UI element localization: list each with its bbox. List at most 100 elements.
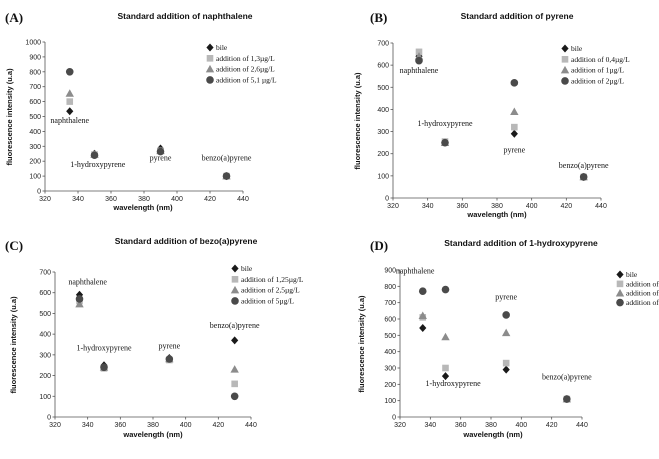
panel-letter: (D) bbox=[370, 238, 388, 253]
y-tick-label: 500 bbox=[39, 311, 51, 318]
point-triangle bbox=[418, 311, 427, 320]
x-tick-label: 340 bbox=[82, 422, 94, 429]
peak-annotation: 1-hydroxypyrene bbox=[417, 119, 473, 128]
legend-diamond-icon bbox=[561, 44, 569, 53]
point-diamond bbox=[66, 107, 74, 116]
y-tick-label: 500 bbox=[384, 333, 396, 340]
point-square bbox=[415, 48, 423, 56]
chart-title: Standard addition of naphthalene bbox=[117, 11, 252, 21]
x-tick-label: 380 bbox=[138, 196, 150, 203]
chart-title: Standard addition of bezo(a)pyrene bbox=[115, 236, 258, 246]
peak-annotation: naphthalene bbox=[400, 66, 439, 75]
y-tick-label: 700 bbox=[384, 300, 396, 307]
peak-annotation: naphthalene bbox=[68, 277, 107, 286]
legend-diamond-icon bbox=[616, 270, 624, 279]
legend-entry: addition of 0,4µg/L bbox=[571, 55, 630, 64]
panel-letter: (B) bbox=[370, 10, 387, 25]
x-tick-label: 360 bbox=[105, 196, 117, 203]
legend-entry: addition of 5,1 µg/L bbox=[216, 75, 277, 84]
y-tick-label: 500 bbox=[29, 114, 41, 121]
peak-annotation: benzo(a)pyrene bbox=[559, 161, 609, 170]
peak-annotation: naphthalene bbox=[396, 266, 435, 275]
point-diamond bbox=[502, 365, 510, 374]
y-tick-label: 600 bbox=[39, 290, 51, 297]
point-diamond bbox=[419, 323, 427, 332]
legend-triangle-icon bbox=[230, 285, 240, 294]
x-tick-label: 440 bbox=[576, 422, 588, 429]
x-tick-label: 400 bbox=[180, 422, 192, 429]
y-tick-label: 100 bbox=[384, 398, 396, 405]
y-tick-label: 400 bbox=[39, 332, 51, 339]
point-circle bbox=[415, 56, 423, 65]
x-axis-label: wavelength (nm) bbox=[462, 430, 523, 439]
point-square bbox=[502, 359, 510, 367]
legend-circle-icon bbox=[616, 298, 624, 307]
peak-annotation: pyrene bbox=[158, 342, 180, 351]
legend-triangle-icon bbox=[615, 289, 625, 297]
point-triangle bbox=[510, 107, 519, 115]
y-tick-label: 400 bbox=[29, 129, 41, 136]
y-tick-label: 600 bbox=[29, 99, 41, 106]
legend-entry: addition of 1µg/L bbox=[571, 66, 624, 75]
peak-annotation: pyrene bbox=[150, 153, 172, 162]
legend-circle-icon bbox=[206, 76, 214, 84]
peak-annotation: benzo(a)pyrene bbox=[202, 153, 252, 162]
peak-annotation: 1-hydroxypyrene bbox=[76, 344, 132, 353]
x-axis-label: wavelength (nm) bbox=[112, 203, 173, 212]
y-tick-label: 0 bbox=[392, 415, 396, 422]
y-tick-label: 300 bbox=[29, 144, 41, 151]
legend-diamond-icon bbox=[231, 264, 239, 273]
legend-entry: addition of 5µg/L bbox=[241, 296, 294, 305]
y-axis-label: fluorescence intensity (u.a) bbox=[353, 72, 362, 170]
point-triangle bbox=[501, 328, 511, 337]
x-tick-label: 420 bbox=[560, 203, 572, 210]
x-tick-label: 320 bbox=[39, 196, 51, 203]
chart-title: Standard addition of pyrene bbox=[461, 11, 574, 21]
x-tick-label: 400 bbox=[515, 422, 527, 429]
legend-entry: addition of 2,5µg/L bbox=[241, 286, 300, 295]
y-tick-label: 0 bbox=[47, 415, 51, 422]
point-triangle bbox=[75, 299, 84, 308]
point-circle bbox=[579, 173, 588, 181]
point-square bbox=[442, 364, 449, 372]
legend-entry: addition of 1,25µg/L bbox=[241, 275, 304, 284]
panel-3: (D) Standard addition of 1-hydroxypyrene 0… bbox=[357, 238, 659, 439]
legend-square-icon bbox=[561, 56, 569, 63]
point-square bbox=[511, 123, 518, 131]
y-tick-label: 700 bbox=[377, 41, 389, 48]
x-tick-label: 360 bbox=[114, 422, 126, 429]
point-circle bbox=[65, 68, 74, 76]
y-tick-label: 100 bbox=[29, 174, 41, 181]
y-tick-label: 200 bbox=[377, 151, 389, 158]
x-axis-label: wavelength (nm) bbox=[466, 210, 527, 219]
point-triangle bbox=[230, 365, 239, 373]
y-tick-label: 600 bbox=[377, 63, 389, 70]
point-diamond bbox=[441, 372, 450, 381]
point-circle bbox=[510, 79, 519, 87]
x-tick-label: 340 bbox=[72, 196, 84, 203]
y-axis-label: fluorescence intensity (u.a) bbox=[5, 68, 14, 166]
y-tick-label: 700 bbox=[29, 84, 41, 91]
chart-title: Standard addition of 1-hydroxypyrene bbox=[444, 238, 598, 248]
x-tick-label: 380 bbox=[491, 203, 503, 210]
panel-0: (A) Standard addition of naphthalene 0 100 2… bbox=[5, 10, 277, 212]
point-circle bbox=[222, 172, 231, 180]
x-tick-label: 340 bbox=[424, 422, 436, 429]
y-axis-label: fluorescence intensity (u.a) bbox=[9, 296, 18, 394]
legend-triangle-icon bbox=[560, 65, 570, 74]
point-diamond bbox=[510, 129, 518, 138]
legend-circle-icon bbox=[231, 297, 239, 305]
point-circle bbox=[418, 287, 427, 296]
x-tick-label: 380 bbox=[147, 422, 159, 429]
y-tick-label: 900 bbox=[384, 268, 396, 275]
legend-entry: addition of 1,3µg/L bbox=[216, 54, 275, 63]
x-tick-label: 420 bbox=[204, 196, 216, 203]
x-tick-label: 420 bbox=[212, 422, 224, 429]
y-tick-label: 300 bbox=[384, 366, 396, 373]
legend-triangle-icon bbox=[205, 64, 215, 73]
point-circle bbox=[441, 138, 449, 147]
panel-letter: (C) bbox=[5, 238, 23, 253]
legend-entry: addition of 1,1µg/L bbox=[626, 298, 659, 307]
point-circle bbox=[563, 395, 571, 403]
